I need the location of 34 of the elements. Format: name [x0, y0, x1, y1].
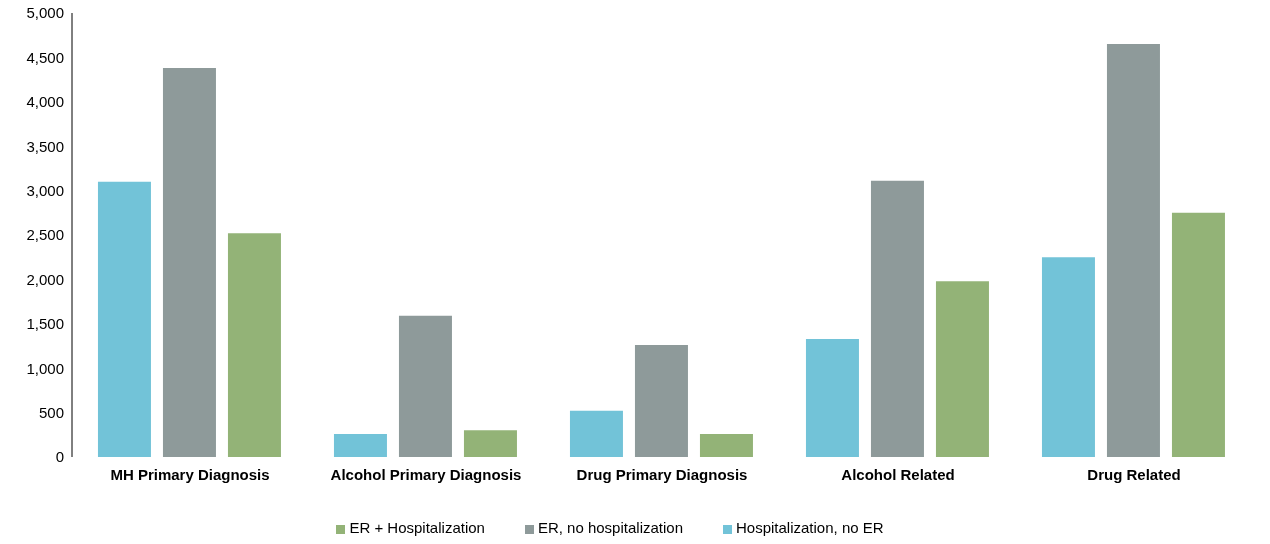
- x-tick-label: Drug Related: [1087, 465, 1181, 483]
- bar: [162, 68, 216, 457]
- bar: [870, 180, 924, 457]
- bar: [1106, 44, 1160, 457]
- y-tick-label: 5,000: [26, 4, 64, 22]
- bar: [333, 433, 387, 457]
- y-tick-label: 1,000: [26, 359, 64, 377]
- y-tick-label: 3,500: [26, 137, 64, 155]
- y-tick-label: 1,500: [26, 315, 64, 333]
- legend-label: ER + Hospitalization: [349, 519, 485, 536]
- bar: [1041, 257, 1095, 457]
- bar: [1171, 212, 1225, 457]
- bar: [699, 433, 753, 457]
- bar: [569, 410, 623, 457]
- y-tick-label: 500: [38, 403, 64, 421]
- bar: [227, 233, 281, 457]
- bar: [97, 181, 151, 457]
- legend-label: ER, no hospitalization: [537, 519, 683, 536]
- bar: [805, 338, 859, 457]
- x-tick-label: Alcohol Related: [841, 465, 955, 483]
- y-tick-label: 2,000: [26, 270, 64, 288]
- bar: [398, 315, 452, 457]
- x-tick-label: Alcohol Primary Diagnosis: [330, 465, 522, 483]
- legend-label: Hospitalization, no ER: [736, 519, 884, 536]
- y-tick-label: 0: [55, 448, 64, 466]
- y-tick-label: 4,000: [26, 93, 64, 111]
- y-tick-label: 2,500: [26, 226, 64, 244]
- bar: [935, 281, 989, 457]
- bar: [463, 430, 517, 457]
- bar: [634, 345, 688, 457]
- x-tick-label: Drug Primary Diagnosis: [576, 465, 748, 483]
- y-tick-label: 3,000: [26, 181, 64, 199]
- y-tick-label: 4,500: [26, 48, 64, 66]
- x-tick-label: MH Primary Diagnosis: [110, 465, 270, 483]
